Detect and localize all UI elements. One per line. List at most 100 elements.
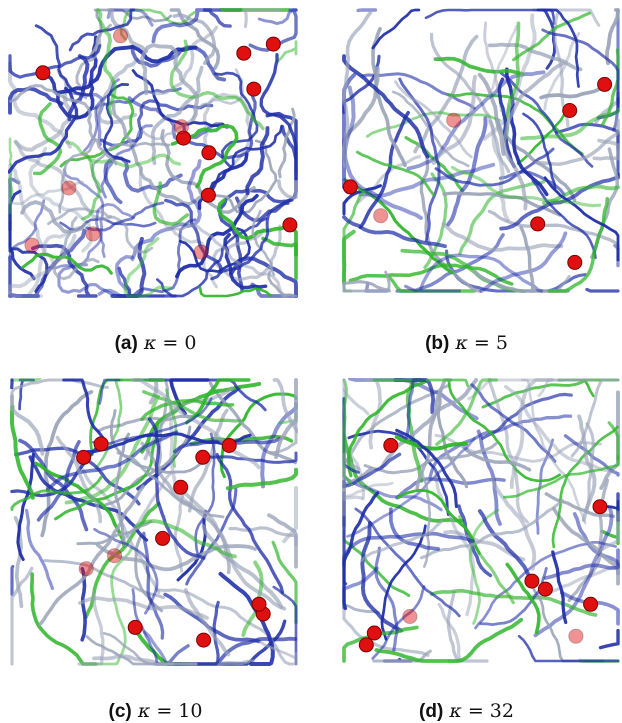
polymer-chain [114, 432, 131, 547]
polymer-chain [151, 8, 212, 44]
polymer-chain [201, 524, 284, 609]
polymer-chain [178, 227, 251, 273]
polymer-chain [202, 8, 243, 28]
polymer-chain [168, 619, 287, 666]
polymer-chain [175, 194, 259, 279]
polymer-chain [521, 378, 587, 525]
polymer-chain [119, 8, 196, 41]
polymer-chain [164, 198, 223, 275]
polymer-chain [476, 429, 502, 526]
red-particles [76, 436, 271, 648]
polymer-chain [541, 28, 620, 108]
polymer-chain [9, 84, 118, 166]
polymer-chain [56, 44, 198, 95]
polymer-chain [210, 201, 290, 281]
polymer-chain [282, 485, 298, 544]
red-particle [201, 145, 217, 161]
caption-c-symbol: κ [137, 700, 151, 722]
polymer-chain [482, 13, 537, 141]
polymer-chain [197, 139, 278, 214]
red-particle [373, 208, 389, 224]
caption-d-symbol: κ [449, 700, 462, 722]
polymer-chain [522, 112, 557, 190]
polymer-chain [16, 452, 35, 562]
polymer-chain [134, 519, 237, 559]
polymer-chain [477, 509, 532, 580]
polymer-chain [8, 221, 49, 293]
polymer-chain [543, 548, 620, 580]
polymer-chain [140, 43, 199, 122]
polymer-chain [419, 498, 564, 560]
polymer-chain [447, 379, 561, 483]
polymer-chain [8, 180, 84, 206]
polymer-chain [54, 421, 160, 521]
red-particle [446, 112, 462, 128]
polymer-chain [505, 67, 549, 197]
polymer-chain [36, 440, 81, 522]
polymer-chain [559, 590, 620, 626]
polymer-chain [169, 8, 221, 70]
polymer-chain [170, 123, 239, 189]
polymer-chain [85, 201, 165, 232]
polymer-chain [68, 8, 136, 52]
polymer-chain [77, 591, 105, 666]
polymer-chain [85, 635, 198, 666]
polymer-chain [520, 108, 620, 141]
polymer-chain [531, 179, 597, 260]
polymer-chain [216, 198, 298, 257]
polymer-chain [259, 52, 298, 181]
polymer-chain [100, 124, 153, 199]
polymer-chain [248, 8, 298, 52]
polymer-chain [502, 455, 620, 499]
polymer-chain [8, 61, 72, 149]
polymer-chain [80, 566, 87, 642]
polymer-chain [490, 476, 537, 571]
polymer-chain [429, 588, 598, 617]
polymer-chain [394, 80, 473, 159]
polymer-chain [52, 216, 100, 281]
polymer-chain [360, 520, 443, 562]
red-particle [568, 628, 584, 644]
red-particle [195, 449, 211, 465]
polymer-chain [487, 119, 510, 223]
polymer-chain [116, 451, 225, 519]
caption-c: (c) κ = 10 [0, 700, 311, 723]
red-particle [366, 625, 382, 641]
polymer-chain [533, 505, 614, 638]
red-particle [127, 619, 143, 635]
red-particle [524, 573, 540, 589]
polymer-chain [10, 394, 45, 456]
polymer-chain [487, 24, 518, 100]
red-particle [155, 530, 171, 546]
polymer-chain [21, 252, 113, 275]
polymer-chains [10, 378, 298, 666]
polymer-chain [450, 165, 602, 208]
polymer-chain [547, 197, 610, 293]
red-particle [61, 180, 77, 196]
red-particle [342, 179, 358, 195]
polymer-chain [96, 414, 194, 433]
polymer-chain [259, 640, 298, 666]
polymer-chain [487, 209, 620, 253]
polymer-chain [431, 74, 478, 165]
polymer-chain [96, 8, 117, 116]
polymer-chain [342, 10, 373, 168]
polymer-chain [605, 8, 620, 66]
polymer-chain [537, 378, 587, 398]
polymer-chain [468, 508, 500, 625]
polymer-chain [103, 83, 131, 163]
panel-d-simulation-snapshot [342, 378, 620, 663]
polymer-chain [502, 61, 565, 211]
polymer-chain [342, 184, 382, 216]
polymer-chain [142, 390, 242, 423]
caption-b: (b) κ = 5 [311, 332, 622, 355]
red-particle [236, 45, 252, 61]
red-particle [93, 436, 109, 452]
polymer-chain [111, 101, 206, 206]
caption-b-symbol: κ [455, 332, 468, 354]
red-particle [78, 561, 94, 577]
caption-a-label: (a) [114, 333, 138, 354]
red-particle [76, 449, 92, 465]
polymer-chain [497, 77, 516, 169]
polymer-chain [62, 378, 108, 443]
